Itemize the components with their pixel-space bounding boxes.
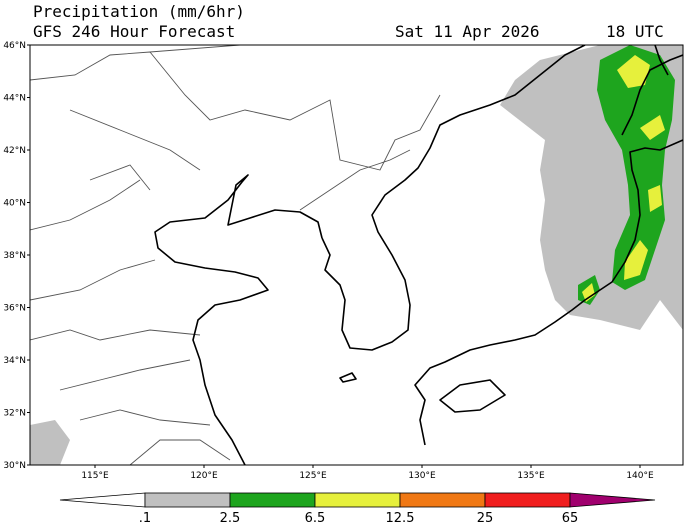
valid-time: 18 UTC [606,22,664,41]
colorbar-labels: .1 2.5 6.5 12.5 25 65 [139,511,578,525]
lat-label: 42°N [3,146,26,156]
precip-moderate [597,45,675,290]
lon-axis: 115°E 120°E 125°E 130°E 135°E 140°E [81,465,654,481]
province-border [30,45,441,465]
colorbar-segment [399,492,486,508]
lat-label: 34°N [3,356,26,366]
colorbar-label: 25 [477,511,494,525]
lat-label: 40°N [3,199,26,209]
coastline-hokkaido [621,54,683,136]
map-subtitle: GFS 246 Hour Forecast [33,22,235,41]
precip-heavy [624,240,648,280]
coastline-japan [414,139,683,446]
precip-light [30,420,70,465]
colorbar-segment [484,492,571,508]
precip-heavy [582,283,595,302]
coastline-china [154,174,323,465]
lon-label: 140°E [626,471,654,481]
lon-label: 115°E [81,471,109,481]
colorbar-segment [59,492,146,508]
colorbar-segment [144,492,231,508]
coastline-sakhalin [654,45,669,76]
map-area: 46°N 44°N 42°N 40°N 38°N 36°N 34°N 32°N 30°N 115… [3,41,684,481]
precip-heavy [648,185,662,212]
lat-label: 32°N [3,409,26,419]
lat-label: 36°N [3,304,26,314]
lat-label: 38°N [3,251,26,261]
colorbar-segment [314,492,401,508]
valid-date: Sat 11 Apr 2026 [395,22,540,41]
precip-heavy [640,115,665,140]
country-border [299,149,411,211]
island [339,372,357,383]
coastline-shikoku [439,379,506,413]
lon-label: 125°E [299,471,327,481]
lon-label: 130°E [408,471,436,481]
coastline-korea [321,45,586,351]
colorbar-label: .1 [139,511,151,525]
lat-label: 46°N [3,41,26,51]
lat-label: 30°N [3,461,26,471]
map-title: Precipitation (mm/6hr) [33,2,245,21]
colorbar-segment [569,492,656,508]
colorbar-label: 6.5 [305,511,326,525]
precip-heavy [617,55,650,88]
lon-label: 120°E [190,471,218,481]
lon-label: 135°E [517,471,545,481]
colorbar: .1 2.5 6.5 12.5 25 65 [59,492,656,525]
colorbar-label: 2.5 [220,511,241,525]
colorbar-label: 12.5 [386,511,415,525]
colorbar-segment [229,492,316,508]
colorbar-label: 65 [562,511,579,525]
lat-label: 44°N [3,94,26,104]
lat-axis: 46°N 44°N 42°N 40°N 38°N 36°N 34°N 32°N 30°N [3,41,30,471]
